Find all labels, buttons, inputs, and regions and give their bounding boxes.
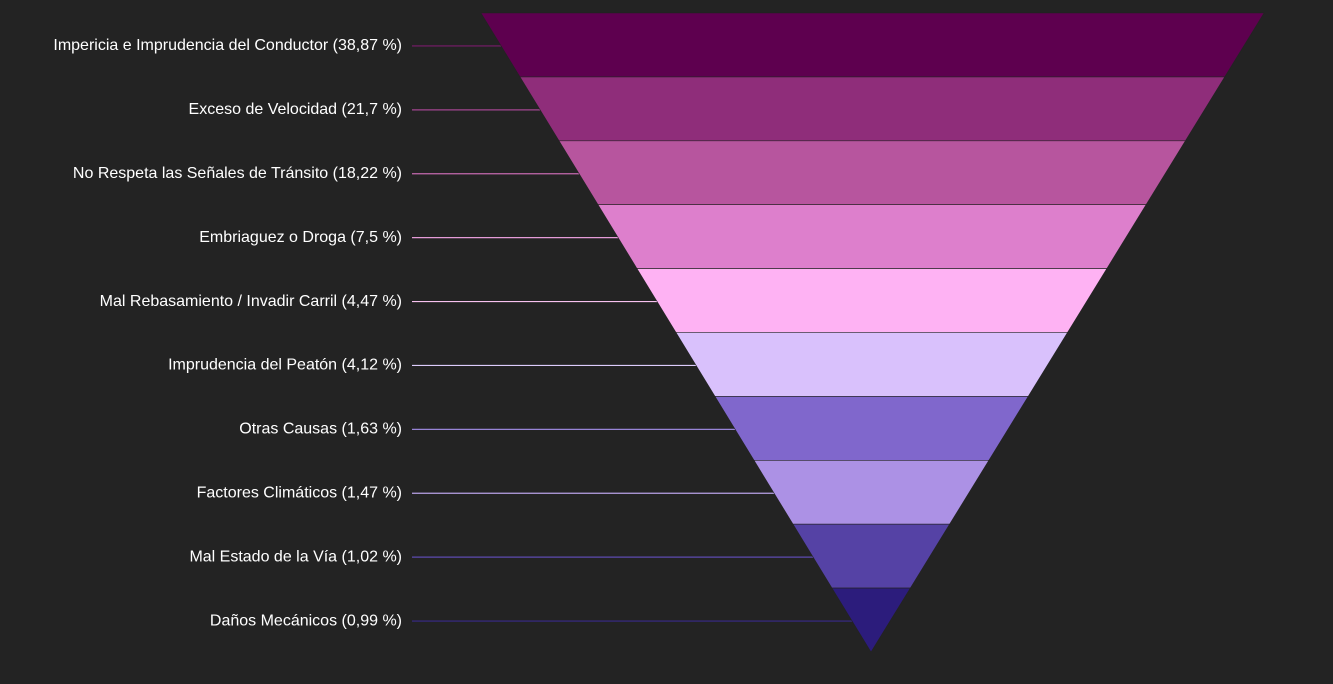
funnel-segment[interactable] [558,140,1186,205]
funnel-segment[interactable] [597,204,1147,269]
funnel-segment-label: Imprudencia del Peatón (4,12 %) [168,357,402,374]
funnel-connectors [412,45,873,622]
funnel-segment-label: Impericia e Imprudencia del Conductor (3… [53,37,402,54]
funnel-segment[interactable] [753,459,990,525]
funnel-segment[interactable] [480,12,1265,78]
funnel-segments [480,12,1265,653]
funnel-segment-label: Otras Causas (1,63 %) [239,421,402,438]
funnel-segment[interactable] [675,332,1069,397]
funnel-segment[interactable] [831,587,911,653]
funnel-segment-label: Factores Climáticos (1,47 %) [197,484,402,501]
funnel-segment-label: Daños Mecánicos (0,99 %) [210,612,402,629]
funnel-segment-label: Mal Estado de la Vía (1,02 %) [189,548,402,565]
funnel-segment-label: Embriaguez o Droga (7,5 %) [199,229,402,246]
funnel-segment-label: Exceso de Velocidad (21,7 %) [189,101,402,118]
funnel-segment-label: No Respeta las Señales de Tránsito (18,2… [73,165,402,182]
funnel-segment[interactable] [714,396,1029,461]
funnel-segment[interactable] [792,523,951,589]
funnel-segment[interactable] [519,76,1226,142]
funnel-labels: Impericia e Imprudencia del Conductor (3… [53,37,402,629]
funnel-segment-label: Mal Rebasamiento / Invadir Carril (4,47 … [100,293,402,310]
funnel-segment[interactable] [636,268,1108,333]
